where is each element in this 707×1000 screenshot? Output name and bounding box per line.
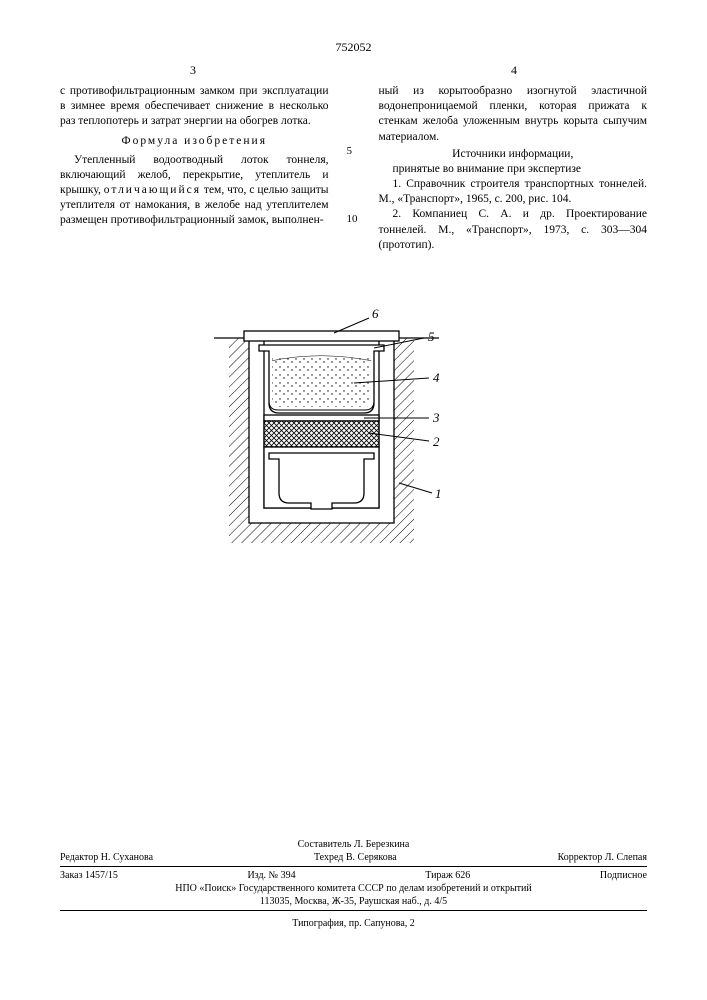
- left-column: с противофильтрационным замком при экспл…: [60, 84, 329, 253]
- sources-sub: принятые во внимание при экспертизе: [379, 162, 648, 177]
- fig-label-1: 1: [435, 486, 442, 501]
- fig-label-2: 2: [433, 434, 440, 449]
- formula-title: Формула изобретения: [60, 134, 329, 149]
- order: Заказ 1457/15: [60, 869, 118, 882]
- corrector: Корректор Л. Слепая: [558, 851, 647, 864]
- typography: Типография, пр. Сапунова, 2: [60, 917, 647, 930]
- left-p2: Утепленный водоотводный лоток тоннеля, в…: [60, 153, 329, 229]
- techred: Техред В. Серякова: [314, 851, 397, 864]
- gutter-10: 10: [347, 212, 358, 226]
- ref-2: 2. Компаниец С. А. и др. Проектирование …: [379, 207, 648, 253]
- column-number-left: 3: [190, 63, 196, 78]
- ref-1: 1. Справочник строителя транспортных тон…: [379, 177, 648, 207]
- sources-title: Источники информации,: [379, 147, 648, 162]
- izd: Изд. № 394: [247, 869, 295, 882]
- document-number: 752052: [60, 40, 647, 55]
- gutter: 5 10: [347, 84, 361, 253]
- podpis: Подписное: [600, 869, 647, 882]
- tirazh: Тираж 626: [425, 869, 470, 882]
- fig-label-5: 5: [428, 329, 435, 344]
- footer: Составитель Л. Березкина Редактор Н. Сух…: [60, 838, 647, 930]
- org: НПО «Поиск» Государственного комитета СС…: [60, 882, 647, 895]
- right-p1: ный из корытообразно изогнутой эластично…: [379, 84, 648, 145]
- right-column: ный из корытообразно изогнутой эластично…: [379, 84, 648, 253]
- addr: 113035, Москва, Ж-35, Раушская наб., д. …: [60, 895, 647, 908]
- column-number-right: 4: [511, 63, 517, 78]
- compiler: Составитель Л. Березкина: [60, 838, 647, 851]
- left-p1: с противофильтрационным замком при экспл…: [60, 84, 329, 130]
- editor: Редактор Н. Суханова: [60, 851, 153, 864]
- fig-label-4: 4: [433, 370, 440, 385]
- fig-label-6: 6: [372, 306, 379, 321]
- fig-label-3: 3: [432, 410, 440, 425]
- cross-section-diagram: 6 5 4 3 2 1: [214, 293, 494, 573]
- left-p2b: отличающийся: [104, 184, 201, 196]
- gutter-5: 5: [347, 144, 353, 158]
